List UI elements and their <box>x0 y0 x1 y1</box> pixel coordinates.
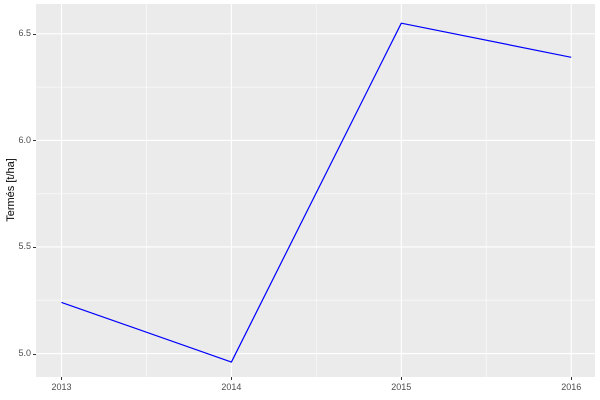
plot-panel <box>36 4 595 377</box>
y-axis-tick-mark <box>33 353 36 355</box>
x-axis-tick-mark <box>401 377 403 380</box>
x-tick-label: 2015 <box>391 382 412 392</box>
x-tick-label: 2014 <box>221 382 242 392</box>
data-line <box>61 22 572 363</box>
x-axis-tick-mark <box>231 377 233 380</box>
y-axis-tick-mark <box>33 140 36 142</box>
x-axis-tick-mark <box>571 377 573 380</box>
y-tick-label: 6.5 <box>18 28 31 39</box>
y-axis-title: Termés [t/ha] <box>5 158 17 222</box>
x-axis-tick-mark <box>61 377 63 380</box>
x-tick-label: 2013 <box>51 382 72 392</box>
y-tick-label: 5.0 <box>18 348 31 359</box>
plot-area <box>36 4 595 377</box>
y-axis-tick-mark <box>33 33 36 35</box>
x-tick-label: 2016 <box>561 382 582 392</box>
y-tick-label: 6.0 <box>18 134 31 145</box>
y-tick-label: 5.5 <box>18 241 31 252</box>
y-axis-tick-mark <box>33 246 36 248</box>
